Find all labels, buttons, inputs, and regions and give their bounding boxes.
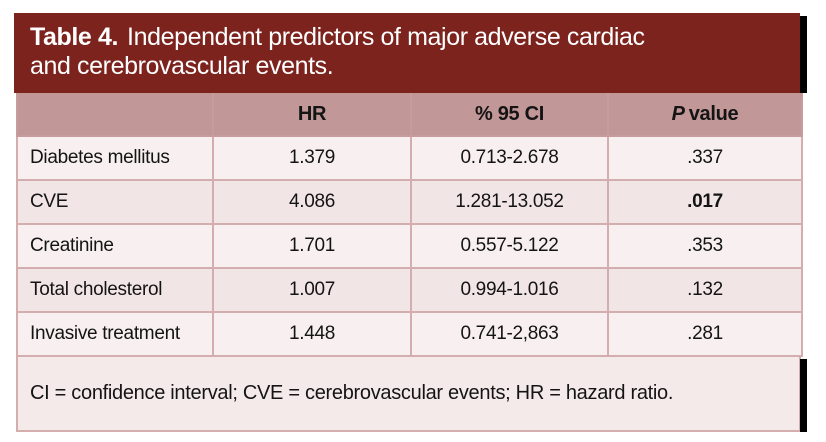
row-label: Creatinine (16, 223, 214, 269)
table-title-line2: and cerebrovascular events. (30, 52, 334, 80)
header-hr: HR (212, 93, 412, 137)
footnote-text: CI = confidence interval; CVE = cerebrov… (30, 382, 674, 404)
header-ci: % 95 CI (410, 93, 609, 137)
hr-value: 1.379 (212, 135, 412, 181)
row-label: Invasive treatment (16, 311, 214, 357)
row-label: CVE (16, 179, 214, 225)
p-value: .353 (607, 223, 803, 269)
table-title-bar: Table 4. Independent predictors of major … (14, 13, 807, 93)
hr-value: 1.007 (212, 267, 412, 313)
header-p-rest: value (688, 102, 739, 125)
ci-value: 0.557-5.122 (410, 223, 609, 269)
ci-value: 0.741-2,863 (410, 311, 609, 357)
hr-value: 1.448 (212, 311, 412, 357)
hr-value: 4.086 (212, 179, 412, 225)
table-row: Total cholesterol 1.007 0.994-1.016 .132 (16, 267, 803, 313)
p-value: .281 (607, 311, 803, 357)
table-footnote: CI = confidence interval; CVE = cerebrov… (16, 357, 807, 432)
table-title-line1: Independent predictors of major adverse … (127, 23, 645, 51)
header-predictor (16, 93, 214, 137)
ci-value: 1.281-13.052 (410, 179, 609, 225)
row-label: Total cholesterol (16, 267, 214, 313)
hr-value: 1.701 (212, 223, 412, 269)
ci-value: 0.994-1.016 (410, 267, 609, 313)
p-value: .337 (607, 135, 803, 181)
header-p-italic: P (671, 102, 685, 125)
table-row: CVE 4.086 1.281-13.052 .017 (16, 179, 803, 225)
table-number-label: Table 4. (30, 23, 119, 51)
table-row: Invasive treatment 1.448 0.741-2,863 .28… (16, 311, 803, 357)
p-value: .017 (607, 179, 803, 225)
ci-value: 0.713-2.678 (410, 135, 609, 181)
table-row: Creatinine 1.701 0.557-5.122 .353 (16, 223, 803, 269)
p-value: .132 (607, 267, 803, 313)
table-row: Diabetes mellitus 1.379 0.713-2.678 .337 (16, 135, 803, 181)
row-label: Diabetes mellitus (16, 135, 214, 181)
